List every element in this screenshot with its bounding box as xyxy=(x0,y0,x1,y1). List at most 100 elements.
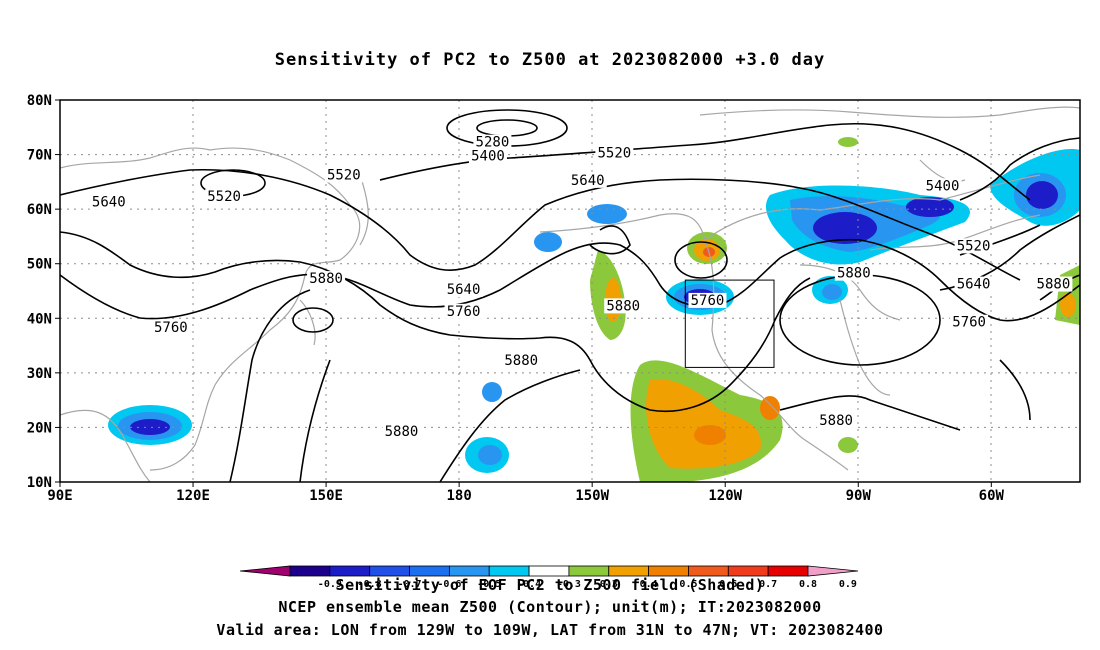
contour-label-bg xyxy=(954,276,993,292)
lat-label: 70N xyxy=(27,148,52,164)
caption-valid-area: Valid area: LON from 129W to 109W, LAT f… xyxy=(216,621,884,639)
colorbar: -0.9 -0.8 -0.7 -0.6 -0.5 -0.4 -0.3 0.3 0.4 0.5 0.6… xyxy=(239,565,859,590)
lat-label: 60N xyxy=(27,202,52,218)
lat-label: 10N xyxy=(27,475,52,491)
contour-label-bg xyxy=(923,178,962,194)
contour-label: 5880 xyxy=(382,423,421,440)
colorbar-label: 0.6 xyxy=(719,579,737,590)
contour-label-bg xyxy=(950,314,989,330)
contour-label-text: 5880 xyxy=(819,413,853,429)
colorbar-label: 0.8 xyxy=(799,579,817,590)
caption-shading: Sensitivity of EOF PC2 to Z500 field (Sh… xyxy=(335,576,765,594)
colorbar-left-arrow xyxy=(239,565,291,577)
contour-label-text: 5760 xyxy=(447,304,481,320)
contour-label-text: 5640 xyxy=(571,173,605,189)
lat-label: 80N xyxy=(27,93,52,109)
colorbar-swatch xyxy=(648,565,689,577)
contour-label-bg xyxy=(502,352,541,368)
lon-label: 150W xyxy=(575,488,609,504)
contour-label-bg xyxy=(89,194,128,210)
colorbar-label: -0.7 xyxy=(397,579,421,590)
contour-5880-subtrop xyxy=(439,369,581,482)
contour-label-text: 5880 xyxy=(385,424,419,440)
contour-5760-main xyxy=(60,238,1080,322)
contour-label-bg xyxy=(604,298,643,314)
contour-label-bg xyxy=(151,320,190,336)
contour-label: 5760 xyxy=(151,320,190,336)
colorbar-swatch xyxy=(608,565,650,577)
contour-label-text: 5880 xyxy=(837,266,871,282)
contour-label: 5880 xyxy=(1034,276,1073,293)
contour-label: 5760 xyxy=(950,314,989,331)
colorbar-label: -0.3 xyxy=(557,579,581,590)
contour-5760-south-east xyxy=(999,359,1031,421)
contour-5880-main xyxy=(60,231,811,413)
colorbar-label: 0.4 xyxy=(640,579,658,590)
contour-label-bg xyxy=(468,148,507,164)
lat-label: 40N xyxy=(27,311,52,327)
contour-5760-pac-trough xyxy=(589,225,631,255)
contour-label-bg xyxy=(444,282,483,297)
contour-label: 5640 xyxy=(568,172,607,189)
lon-label: 90E xyxy=(47,488,72,504)
contour-label: 5640 xyxy=(444,282,483,298)
contour-label-bg xyxy=(205,189,244,205)
lat-label: 50N xyxy=(27,257,52,273)
caption-contour: NCEP ensemble mean Z500 (Contour); unit(… xyxy=(278,598,822,616)
contour-label-text: 5400 xyxy=(471,148,505,164)
colorbar-label: 0.9 xyxy=(839,579,857,590)
contour-label-text: 5640 xyxy=(447,282,481,298)
contour-label-bg xyxy=(568,172,607,188)
contour-5880-south2 xyxy=(299,359,331,482)
contour-label-bg xyxy=(834,265,873,281)
colorbar-swatch xyxy=(289,565,331,577)
contour-label-text: 5760 xyxy=(691,293,725,309)
contour-label-text: 5520 xyxy=(327,167,361,183)
colorbar-label: 0.5 xyxy=(679,579,697,590)
contour-label: 5640 xyxy=(954,276,993,293)
lon-label: 150E xyxy=(309,488,343,504)
contour-label: 5760 xyxy=(688,292,727,309)
lon-label: 60W xyxy=(979,488,1005,504)
contour-5640-main xyxy=(60,168,1021,281)
colorbar-label: 0.7 xyxy=(759,579,777,590)
contour-label: 5880 xyxy=(604,298,643,314)
contour-label-text: 5520 xyxy=(207,189,241,205)
contour-label: 5520 xyxy=(595,145,634,162)
shading-layer xyxy=(108,137,1080,482)
contour-label: 5880 xyxy=(307,271,346,287)
lat-label: 20N xyxy=(27,420,52,436)
valid-area-box xyxy=(684,279,775,368)
contour-5880-anticyclone-west xyxy=(292,307,334,333)
colorbar-swatch xyxy=(448,565,490,577)
colorbar-swatch xyxy=(727,565,769,577)
colorbar-swatch xyxy=(488,565,530,577)
contour-label: 5640 xyxy=(89,194,128,211)
colorbar-label: 0.3 xyxy=(600,579,618,590)
lat-label: 30N xyxy=(27,366,52,382)
contour-label-text: 5520 xyxy=(957,238,991,254)
contour-label: 5880 xyxy=(502,352,541,369)
contour-label: 5400 xyxy=(923,178,962,194)
contour-label: 5280 xyxy=(473,134,512,151)
colorbar-swatch xyxy=(528,565,570,577)
colorbar-label: -0.4 xyxy=(517,579,541,590)
contour-label-text: 5880 xyxy=(606,298,640,314)
contour-pnw-low xyxy=(674,241,728,279)
contour-label: 5880 xyxy=(817,412,856,429)
colorbar-swatch xyxy=(409,565,450,577)
colorbar-right-arrow xyxy=(807,565,859,577)
contour-label: 5520 xyxy=(324,167,363,183)
colorbar-swatch xyxy=(767,565,809,577)
contour-label: 5520 xyxy=(205,189,244,205)
colorbar-swatch xyxy=(568,565,610,577)
contour-label-text: 5880 xyxy=(1037,277,1071,293)
contour-label-bg xyxy=(817,412,856,428)
contour-label-text: 5760 xyxy=(952,315,986,331)
latitude-labels: 80N 70N 60N 50N 40N 30N 20N 10N xyxy=(27,93,60,491)
contour-label-text: 5520 xyxy=(597,146,631,162)
contour-label-text: 5640 xyxy=(92,195,126,211)
contour-label-text: 5880 xyxy=(504,353,538,369)
